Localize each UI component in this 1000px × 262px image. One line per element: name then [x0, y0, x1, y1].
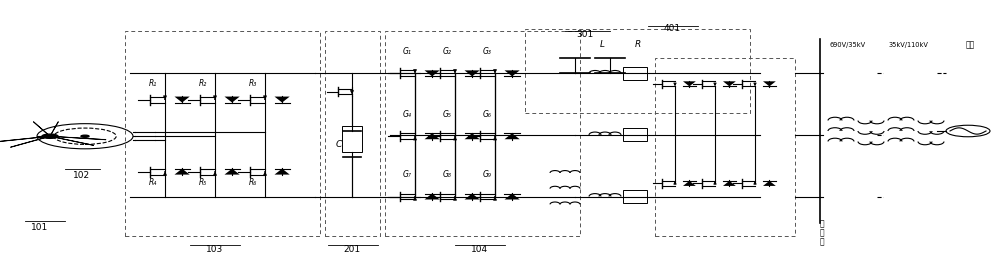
- Text: G₅: G₅: [443, 110, 451, 119]
- Text: G₇: G₇: [403, 170, 411, 179]
- Bar: [125, 31, 320, 236]
- Text: G₆: G₆: [483, 110, 491, 119]
- Text: G₄: G₄: [403, 110, 411, 119]
- Text: R₂: R₂: [199, 79, 207, 88]
- Text: L: L: [600, 40, 604, 49]
- Polygon shape: [464, 194, 480, 199]
- Text: G₉: G₉: [483, 170, 491, 179]
- Bar: [655, 58, 795, 236]
- Text: R₆: R₆: [249, 178, 257, 187]
- Text: G₂: G₂: [443, 47, 451, 56]
- Polygon shape: [424, 70, 440, 76]
- Bar: [623, 67, 647, 80]
- Text: 104: 104: [471, 244, 489, 254]
- Polygon shape: [763, 81, 776, 86]
- Text: R₃: R₃: [249, 79, 257, 88]
- Bar: [623, 190, 647, 203]
- Polygon shape: [224, 169, 240, 174]
- Text: 401: 401: [663, 24, 681, 34]
- Text: 301: 301: [576, 30, 594, 39]
- Bar: [342, 126, 362, 152]
- Polygon shape: [683, 81, 696, 86]
- Polygon shape: [175, 97, 190, 102]
- Polygon shape: [504, 133, 520, 139]
- Polygon shape: [424, 133, 440, 139]
- Polygon shape: [274, 169, 290, 174]
- Polygon shape: [723, 81, 736, 86]
- Polygon shape: [175, 169, 190, 174]
- Polygon shape: [464, 70, 480, 76]
- Polygon shape: [504, 194, 520, 199]
- Text: C: C: [336, 140, 342, 149]
- Polygon shape: [274, 97, 290, 102]
- Polygon shape: [224, 97, 240, 102]
- Text: R₁: R₁: [149, 79, 157, 88]
- Polygon shape: [683, 181, 696, 186]
- Text: 35kV/110kV: 35kV/110kV: [888, 42, 928, 48]
- Text: 103: 103: [206, 244, 224, 254]
- Circle shape: [946, 125, 990, 137]
- Text: 并
网
点: 并 网 点: [820, 219, 824, 246]
- Text: G₃: G₃: [483, 47, 491, 56]
- Text: 690V/35kV: 690V/35kV: [830, 42, 866, 48]
- Polygon shape: [34, 122, 58, 136]
- Text: R: R: [635, 40, 641, 49]
- Circle shape: [42, 134, 58, 138]
- Polygon shape: [504, 70, 520, 76]
- Polygon shape: [464, 133, 480, 139]
- Bar: [325, 31, 380, 236]
- Bar: [525, 29, 750, 113]
- Text: 101: 101: [31, 223, 49, 232]
- Text: R₄: R₄: [149, 178, 157, 187]
- Text: 201: 201: [343, 244, 361, 254]
- Text: G₈: G₈: [443, 170, 451, 179]
- Polygon shape: [424, 194, 440, 199]
- Polygon shape: [50, 136, 106, 145]
- Polygon shape: [0, 136, 50, 147]
- Bar: [623, 128, 647, 141]
- Polygon shape: [723, 181, 736, 186]
- Polygon shape: [763, 181, 776, 186]
- Circle shape: [81, 135, 89, 137]
- Text: 电网: 电网: [965, 40, 975, 49]
- Text: 102: 102: [73, 171, 91, 180]
- Text: R₅: R₅: [199, 178, 207, 187]
- Bar: [385, 31, 580, 236]
- Text: G₁: G₁: [403, 47, 411, 56]
